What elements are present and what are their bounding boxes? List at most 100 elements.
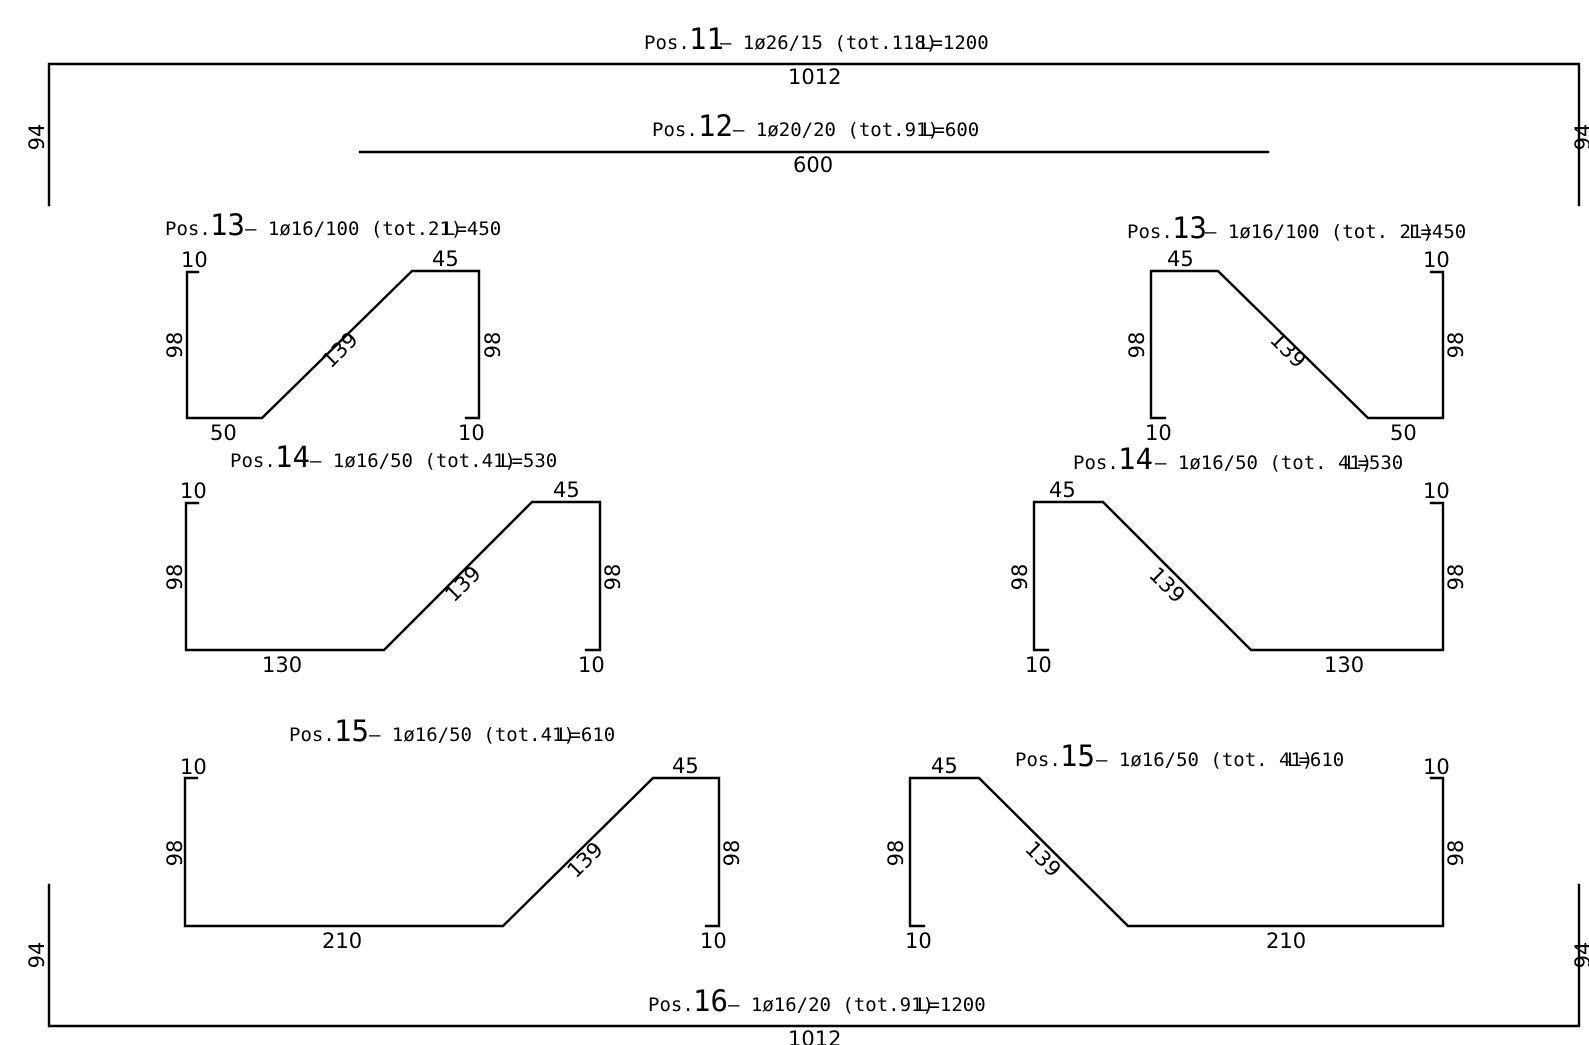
bar-13-right-dim-right: 98 (1444, 332, 1468, 359)
bar-14-left-dim-hook-top: 10 (180, 479, 207, 503)
bar-15-right-pos-number: 15 (1060, 739, 1095, 773)
bar-14-left-dim-hook-bottom: 10 (578, 653, 605, 677)
bar-13-right-dim-hook-top: 10 (1423, 248, 1450, 272)
bar-13-right-dim-top: 45 (1167, 247, 1194, 271)
bar-pos-13-right: Pos. 13 – 1ø16/100 (tot. 21) L=450 45 10… (1125, 211, 1468, 445)
bar-15-right-dim-diagonal: 139 (1020, 836, 1065, 881)
bar-14-left-dim-top: 45 (553, 478, 580, 502)
bar-16-spec: – 1ø16/20 (tot.91) (728, 994, 934, 1016)
bar-15-right-shape (908, 776, 1445, 928)
bar-14-right-length: L=530 (1346, 452, 1403, 474)
bar-14-right-dim-bottom: 130 (1324, 653, 1364, 677)
bar-11-shape (47, 62, 1581, 207)
bar-11-dim-right: 94 (1571, 124, 1589, 151)
bar-14-left-spec: – 1ø16/50 (tot.41) (310, 450, 516, 472)
bar-13-right-dim-bottom: 50 (1390, 421, 1417, 445)
bar-15-left-dim-diagonal: 139 (562, 837, 607, 882)
bar-13-right-length: L=450 (1409, 221, 1466, 243)
bar-16-pos-word: Pos. (648, 994, 694, 1016)
bar-pos-15-left: Pos. 15 – 1ø16/50 (tot.41) L=610 10 45 9… (163, 714, 744, 953)
bar-15-left-length: L=610 (558, 724, 615, 746)
bar-13-right-dim-left: 98 (1125, 332, 1149, 359)
bar-pos-15-right: Pos. 15 – 1ø16/50 (tot. 41) L=610 45 10 … (884, 739, 1468, 953)
bar-11-dim-top: 1012 (788, 65, 841, 89)
bar-13-right-pos-number: 13 (1172, 211, 1207, 245)
bar-16-dim-bottom: 1012 (788, 1027, 841, 1045)
bar-11-spec: – 1ø26/15 (tot.118) (720, 32, 937, 54)
bar-13-right-dim-diagonal: 139 (1265, 327, 1310, 372)
bar-14-left-shape (184, 500, 602, 652)
bar-pos-13-left: Pos. 13 – 1ø16/100 (tot.21) L=450 10 45 … (163, 208, 505, 445)
bar-11-pos-word: Pos. (644, 32, 690, 54)
bar-13-left-pos-word: Pos. (165, 218, 211, 240)
bar-13-left-dim-hook-top: 10 (181, 248, 208, 272)
bar-pos-14-left: Pos. 14 – 1ø16/50 (tot.41) L=530 10 45 9… (163, 440, 625, 677)
bar-14-left-dim-diagonal: 139 (440, 561, 485, 606)
bar-15-left-dim-left: 98 (163, 840, 187, 867)
bar-15-left-dim-hook-bottom: 10 (700, 929, 727, 953)
bar-13-left-spec: – 1ø16/100 (tot.21) (245, 218, 462, 240)
bar-13-left-length: L=450 (444, 218, 501, 240)
bar-16-dim-right: 94 (1571, 942, 1589, 969)
bar-14-left-dim-left: 98 (163, 564, 187, 591)
bar-14-right-dim-top: 45 (1049, 478, 1076, 502)
bar-15-right-dim-bottom: 210 (1266, 929, 1306, 953)
bar-14-right-spec: – 1ø16/50 (tot. 41) (1155, 452, 1372, 474)
bar-14-right-dim-hook-bottom: 10 (1025, 653, 1052, 677)
bar-15-left-shape (183, 776, 721, 928)
bar-15-right-dim-right: 98 (1444, 840, 1468, 867)
bar-13-left-dim-right: 98 (481, 332, 505, 359)
bar-15-right-dim-left: 98 (884, 840, 908, 867)
bar-16-length: L=1200 (917, 994, 986, 1016)
bar-11-length: L=1200 (920, 32, 989, 54)
bar-16-dim-left: 94 (25, 942, 49, 969)
bar-14-left-pos-number: 14 (275, 440, 310, 474)
bar-pos-11: Pos. 11 – 1ø26/15 (tot.118) L=1200 1012 … (25, 22, 1589, 207)
bar-12-length: L=600 (922, 119, 979, 141)
bar-12-pos-word: Pos. (652, 119, 698, 141)
bar-pos-14-right: Pos. 14 – 1ø16/50 (tot. 41) L=530 45 10 … (1008, 442, 1468, 677)
bar-pos-12: Pos. 12 – 1ø20/20 (tot.91) L=600 600 (358, 109, 1270, 177)
bar-14-right-dim-hook-top: 10 (1423, 479, 1450, 503)
bar-14-right-dim-diagonal: 139 (1144, 562, 1189, 607)
bar-15-left-dim-top: 45 (672, 754, 699, 778)
bar-16-shape (47, 883, 1581, 1028)
bar-14-left-pos-word: Pos. (230, 450, 276, 472)
bar-pos-16: Pos. 16 – 1ø16/20 (tot.91) L=1200 1012 9… (25, 883, 1589, 1045)
bar-13-right-dim-hook-bottom: 10 (1145, 421, 1172, 445)
bar-15-left-pos-word: Pos. (289, 724, 335, 746)
bar-15-left-dim-bottom: 210 (322, 929, 362, 953)
bar-15-right-dim-hook-bottom: 10 (905, 929, 932, 953)
bar-13-right-spec: – 1ø16/100 (tot. 21) (1205, 221, 1434, 243)
bar-14-right-pos-word: Pos. (1073, 452, 1119, 474)
bar-13-left-pos-number: 13 (210, 208, 245, 242)
bar-14-left-dim-right: 98 (601, 564, 625, 591)
bar-15-left-pos-number: 15 (334, 714, 369, 748)
bar-16-pos-number: 16 (693, 984, 728, 1018)
bar-15-right-dim-top: 45 (931, 754, 958, 778)
bar-12-spec: – 1ø20/20 (tot.91) (733, 119, 939, 141)
bar-15-left-dim-hook-top: 10 (180, 755, 207, 779)
bar-15-right-dim-hook-top: 10 (1423, 755, 1450, 779)
bar-12-pos-number: 12 (698, 109, 733, 143)
bar-15-right-pos-word: Pos. (1015, 749, 1061, 771)
bar-13-right-shape (1149, 269, 1445, 420)
bar-13-left-dim-bottom: 50 (210, 421, 237, 445)
bar-11-pos-number: 11 (689, 22, 724, 56)
bar-14-right-pos-number: 14 (1118, 442, 1153, 476)
bar-14-right-shape (1032, 500, 1445, 652)
bar-14-right-dim-right: 98 (1444, 564, 1468, 591)
bar-13-left-dim-diagonal: 139 (317, 327, 362, 372)
bar-13-left-shape (185, 269, 481, 420)
bar-15-right-length: L=610 (1287, 749, 1344, 771)
bar-14-right-dim-left: 98 (1008, 564, 1032, 591)
bar-14-left-dim-bottom: 130 (262, 653, 302, 677)
bar-15-left-dim-right: 98 (720, 840, 744, 867)
bar-15-left-spec: – 1ø16/50 (tot.41) (369, 724, 575, 746)
bar-12-dim-bottom: 600 (793, 153, 833, 177)
bar-13-left-dim-top: 45 (432, 247, 459, 271)
bar-13-left-dim-left: 98 (163, 332, 187, 359)
bar-15-right-spec: – 1ø16/50 (tot. 41) (1096, 749, 1313, 771)
bar-11-dim-left: 94 (25, 124, 49, 151)
